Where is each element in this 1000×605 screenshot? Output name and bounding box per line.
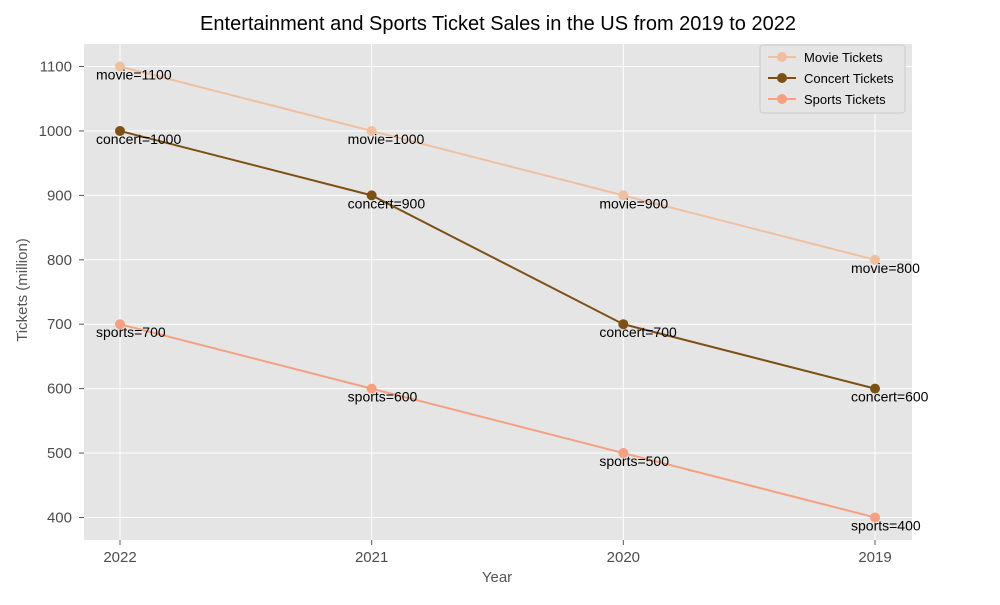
data-label: sports=400 [851, 517, 921, 533]
legend-item: Concert Tickets [768, 71, 894, 86]
series-sports-tickets [115, 319, 880, 523]
series-line [119, 65, 876, 261]
x-tick-label: 2020 [607, 549, 640, 566]
data-label: concert=600 [851, 389, 929, 405]
data-labels: movie=1100 movie=1000 movie=900 movie=800 co… [96, 67, 929, 534]
data-point [115, 125, 125, 136]
x-tick-label: 2022 [103, 549, 136, 566]
legend-marker [777, 73, 787, 83]
legend-label: Movie Tickets [804, 50, 883, 65]
data-point [618, 448, 629, 459]
series-group [115, 61, 880, 523]
data-point [618, 319, 629, 330]
legend-label: Concert Tickets [804, 71, 894, 86]
plot-background [84, 44, 912, 540]
legend-marker [777, 94, 787, 104]
legend-label: Sports Tickets [804, 92, 886, 107]
y-axis: 400 500 600 700 800 900 1000 1100 [39, 59, 84, 526]
data-label: movie=900 [599, 195, 668, 211]
data-label: concert=700 [599, 324, 677, 340]
y-tick-label: 900 [47, 187, 72, 204]
data-label: sports=500 [599, 453, 669, 469]
data-point [366, 190, 377, 201]
y-tick-label: 600 [47, 381, 72, 398]
data-label: concert=1000 [96, 131, 181, 147]
data-label: movie=800 [851, 260, 920, 276]
y-tick-label: 1100 [40, 59, 72, 76]
series-concert-tickets [115, 125, 880, 394]
y-tick-label: 400 [47, 509, 72, 526]
series-line [119, 323, 876, 519]
data-point [115, 61, 125, 72]
data-label: movie=1100 [96, 67, 172, 83]
data-label: movie=1000 [348, 131, 425, 147]
x-axis: 2022 2021 2020 2019 [103, 540, 892, 566]
legend-marker [777, 52, 787, 62]
legend-item: Movie Tickets [768, 50, 883, 65]
data-point [115, 319, 125, 330]
data-point [618, 190, 629, 201]
series-movie-tickets [115, 61, 880, 265]
data-point [366, 125, 377, 136]
y-tick-label: 1000 [39, 123, 72, 140]
legend-box [759, 44, 906, 114]
data-point [870, 383, 880, 394]
y-tick-label: 500 [47, 445, 72, 462]
data-point [870, 254, 880, 265]
data-point [870, 512, 880, 523]
x-axis-label: Year [482, 569, 512, 586]
x-tick-label: 2021 [355, 549, 388, 566]
legend-item: Sports Tickets [768, 92, 886, 107]
y-axis-label: Tickets (million) [14, 238, 31, 342]
data-label: sports=700 [96, 324, 166, 340]
legend: Movie Tickets Concert Tickets Sports Ticke… [759, 44, 906, 114]
data-label: concert=900 [348, 195, 426, 211]
x-tick-label: 2019 [858, 549, 891, 566]
chart-title: Entertainment and Sports Ticket Sales in… [200, 13, 796, 35]
y-tick-label: 700 [47, 316, 72, 333]
data-point [366, 383, 377, 394]
y-tick-label: 800 [47, 252, 72, 269]
series-line [119, 129, 876, 390]
data-label: sports=600 [348, 389, 418, 405]
